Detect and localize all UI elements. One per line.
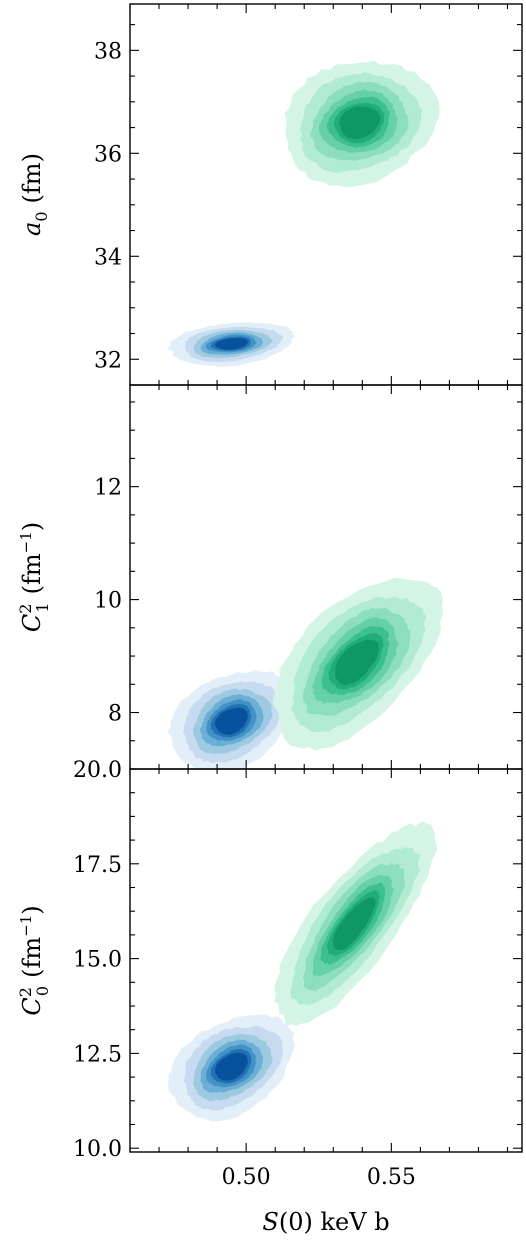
x-axis-label: S(0) keV b — [262, 1208, 389, 1236]
axes-frame-top — [129, 3, 523, 386]
density-green-middle — [272, 577, 444, 751]
x-tick-label: 0.50 — [222, 1165, 271, 1190]
y-axis-label: a0(fm) — [18, 153, 51, 236]
contour-level-7 — [215, 1052, 248, 1081]
contour-level-7 — [335, 639, 380, 686]
density-blue-bottom — [168, 1014, 295, 1122]
contour-level-7 — [214, 707, 249, 735]
y-axis-label: C20(fm−1) — [16, 905, 52, 1015]
panel-bottom: 10.0 12.5 15.0 17.5 20.0 0.50 0.55 C20(fm−1) S(0… — [16, 758, 523, 1236]
y-tick-label: 34 — [94, 245, 122, 270]
y-tick-label: 17.5 — [73, 853, 122, 878]
panel-middle: 8 10 12 C21(fm−1) — [16, 384, 523, 770]
y-tick-label: 20.0 — [73, 758, 122, 783]
axes-frame-bottom — [129, 768, 523, 1153]
y-tick-label: 36 — [94, 142, 122, 167]
panel-top: 32 34 36 38 a0(fm) — [18, 3, 523, 386]
density-green-top — [284, 60, 440, 188]
contour-level-7 — [215, 338, 248, 350]
y-tick-label: 10 — [94, 589, 122, 614]
y-tick-label: 12.5 — [73, 1042, 122, 1067]
y-tick-label: 15.0 — [73, 948, 122, 973]
contour-level-7 — [332, 897, 376, 951]
y-tick-label: 38 — [94, 39, 122, 64]
x-tick-label: 0.55 — [367, 1165, 416, 1190]
contour-level-7 — [339, 106, 381, 140]
y-tick-label: 10.0 — [73, 1137, 122, 1162]
density-blue-middle — [167, 670, 296, 769]
density-blue-top — [168, 322, 296, 367]
y-tick-label: 12 — [94, 476, 122, 501]
density-green-bottom — [274, 821, 438, 1026]
y-tick-label: 8 — [108, 702, 122, 727]
y-axis-label: C21(fm−1) — [16, 522, 52, 632]
y-tick-label: 32 — [94, 348, 122, 373]
